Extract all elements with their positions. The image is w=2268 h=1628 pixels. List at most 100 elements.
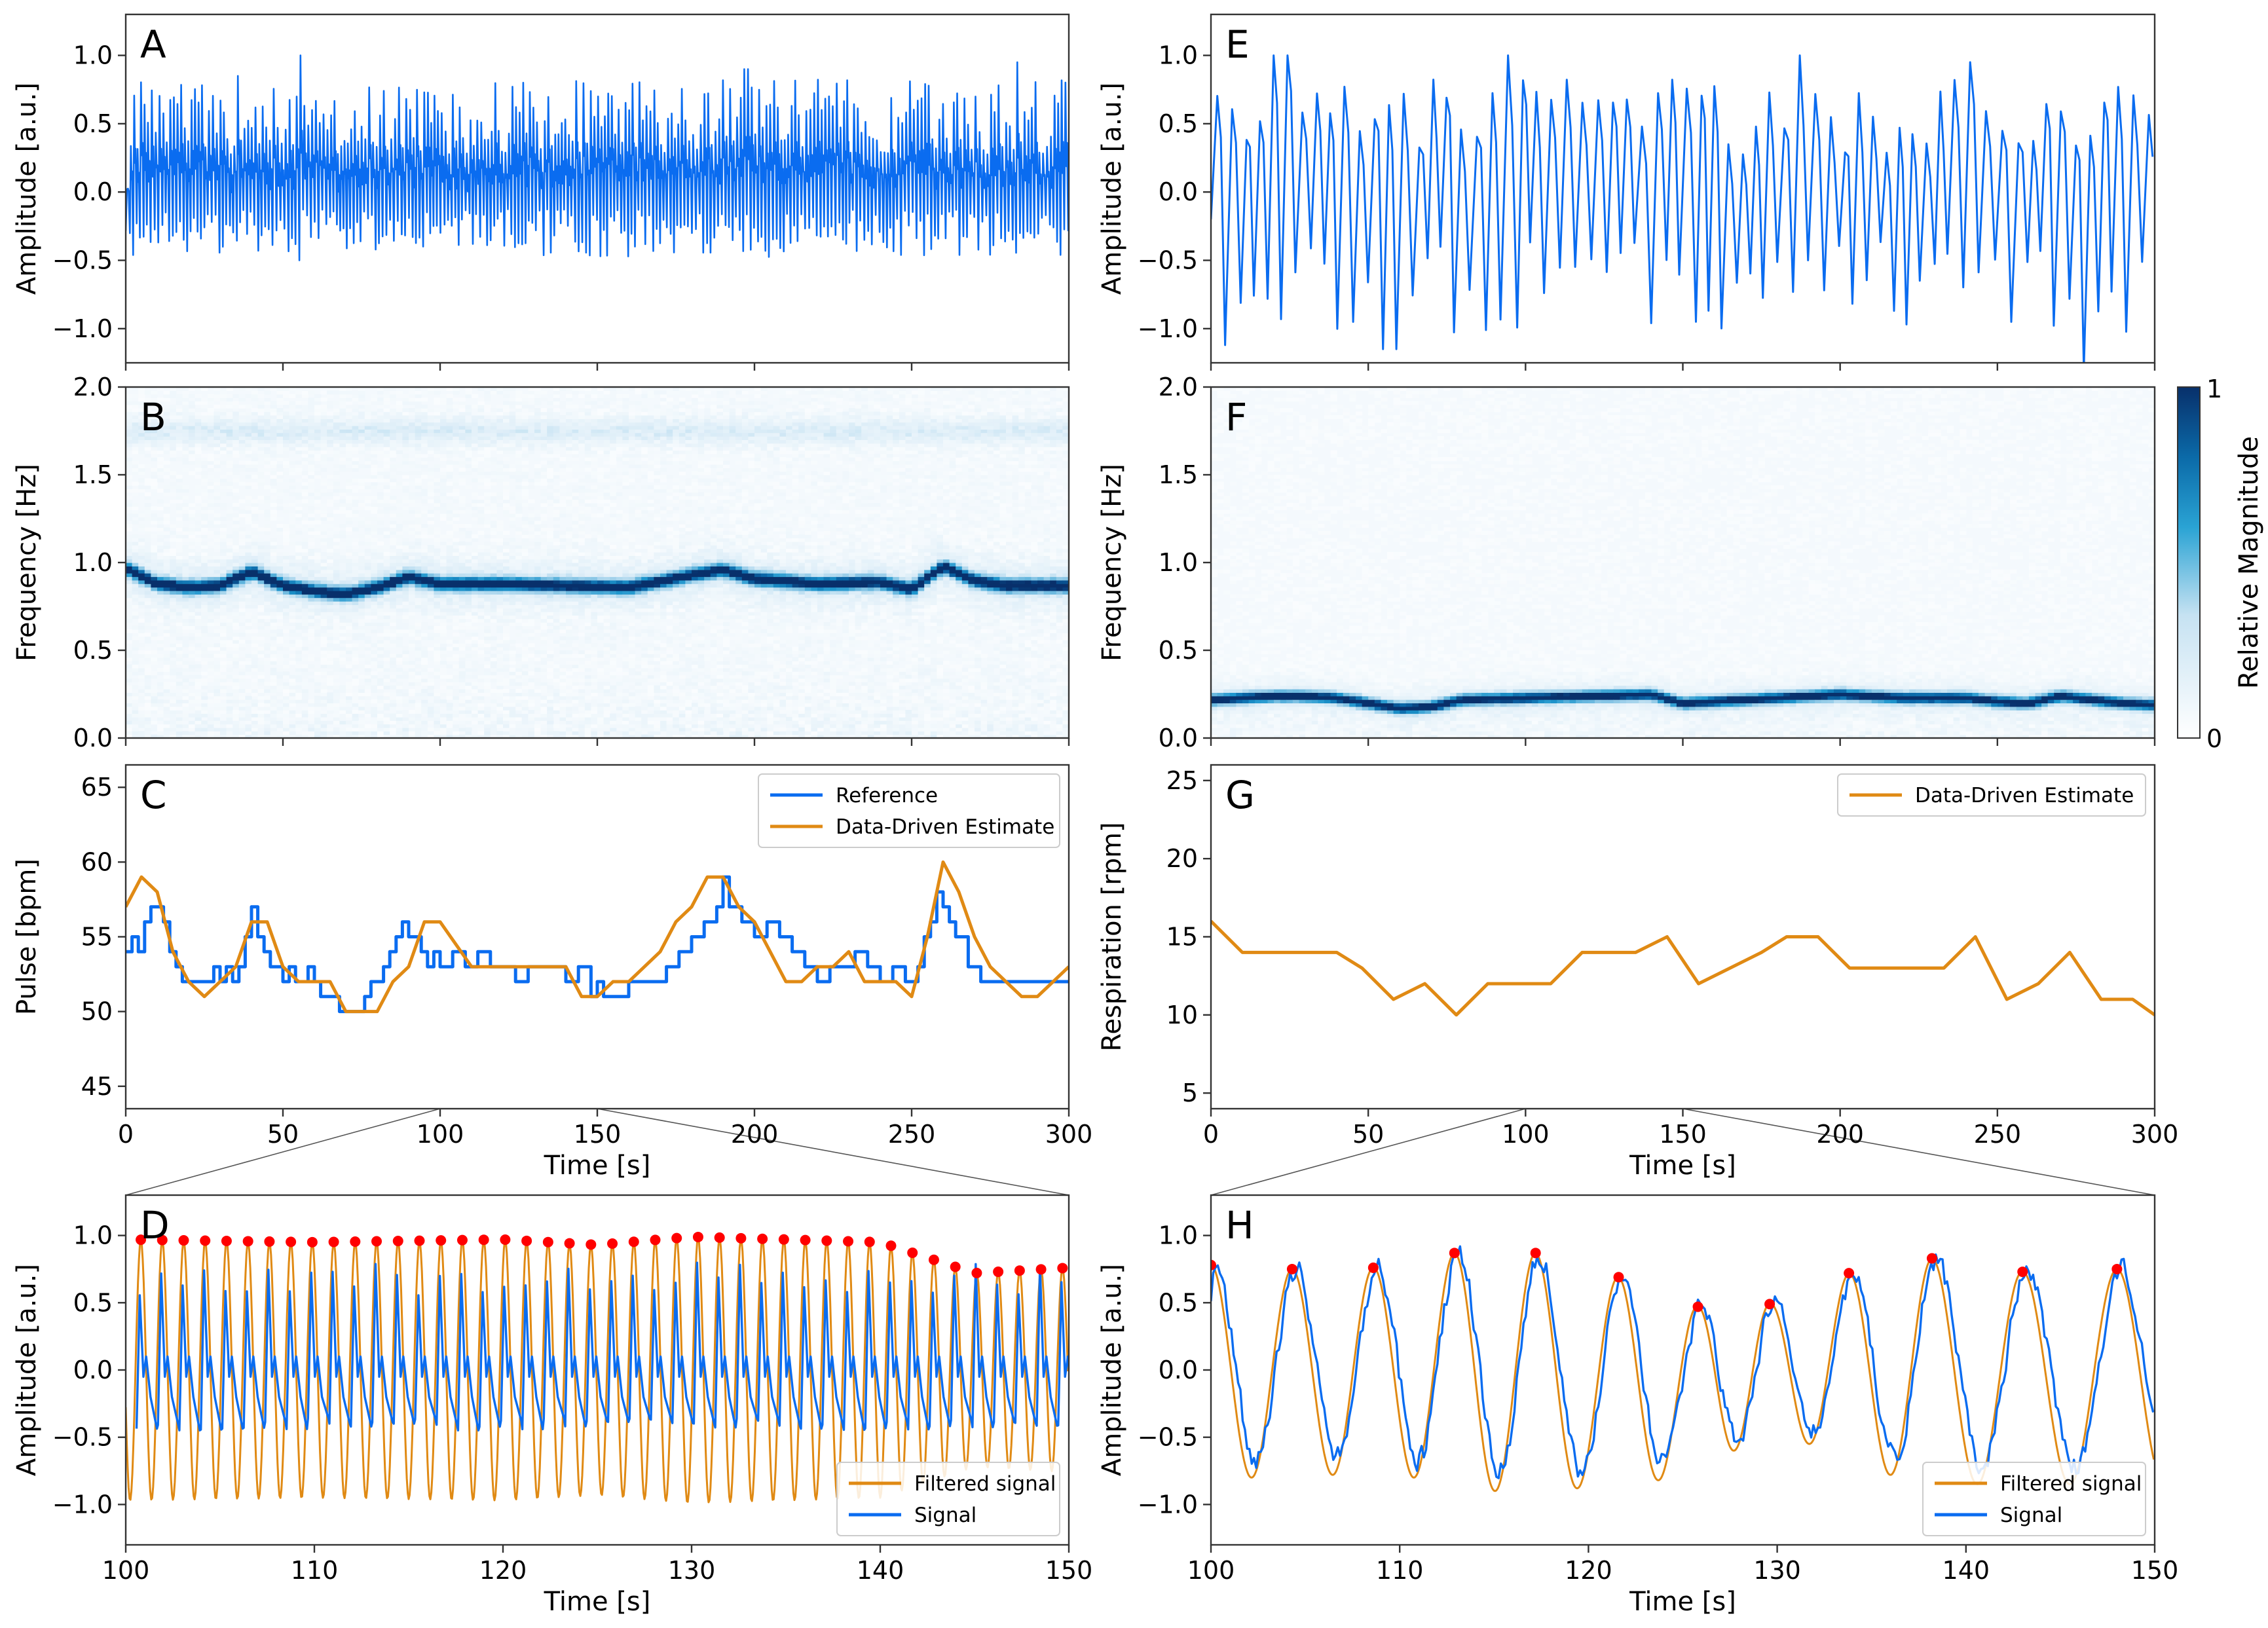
heatmap-cell bbox=[245, 404, 252, 409]
heatmap-cell bbox=[314, 713, 322, 718]
heatmap-cell bbox=[396, 485, 403, 490]
heatmap-cell bbox=[276, 401, 284, 405]
heatmap-cell bbox=[377, 496, 384, 500]
heatmap-cell bbox=[270, 654, 277, 658]
heatmap-cell bbox=[458, 657, 466, 661]
heatmap-cell bbox=[364, 499, 371, 504]
heatmap-cell bbox=[138, 633, 145, 637]
heatmap-cell bbox=[220, 530, 227, 535]
heatmap-cell bbox=[458, 622, 466, 627]
heatmap-cell bbox=[151, 563, 158, 566]
heatmap-cell bbox=[138, 580, 145, 584]
heatmap-cell bbox=[214, 485, 221, 490]
heatmap-cell bbox=[270, 489, 277, 493]
heatmap-cell bbox=[232, 453, 240, 458]
heatmap-cell bbox=[458, 594, 466, 599]
heatmap-cell bbox=[446, 439, 453, 444]
heatmap-cell bbox=[238, 415, 246, 419]
heatmap-cell bbox=[364, 587, 371, 591]
heatmap-cell bbox=[226, 475, 233, 479]
heatmap-cell bbox=[458, 664, 466, 669]
heatmap-cell bbox=[415, 594, 422, 599]
heatmap-cell bbox=[327, 636, 334, 640]
heatmap-cell bbox=[390, 496, 397, 500]
heatmap-cell bbox=[434, 506, 441, 511]
heatmap-cell bbox=[289, 731, 296, 735]
heatmap-cell bbox=[276, 622, 284, 627]
heatmap-cell bbox=[465, 608, 472, 612]
heatmap-cell bbox=[390, 475, 397, 479]
heatmap-cell bbox=[458, 506, 466, 511]
heatmap-cell bbox=[327, 439, 334, 444]
heatmap-cell bbox=[295, 506, 303, 511]
heatmap-cell bbox=[427, 671, 434, 676]
heatmap-cell bbox=[371, 720, 378, 725]
heatmap-cell bbox=[295, 499, 303, 504]
heatmap-cell bbox=[289, 432, 296, 437]
heatmap-cell bbox=[195, 418, 202, 423]
heatmap-cell bbox=[472, 594, 479, 599]
heatmap-cell bbox=[308, 594, 315, 599]
heatmap-cell bbox=[364, 664, 371, 669]
heatmap-cell bbox=[283, 401, 290, 405]
heatmap-cell bbox=[245, 601, 252, 605]
heatmap-cell bbox=[308, 678, 315, 682]
heatmap-cell bbox=[151, 594, 158, 599]
heatmap-cell bbox=[289, 622, 296, 627]
heatmap-cell bbox=[415, 464, 422, 468]
heatmap-cell bbox=[465, 580, 472, 584]
heatmap-cell bbox=[226, 471, 233, 475]
heatmap-cell bbox=[440, 468, 447, 472]
heatmap-cell bbox=[132, 460, 139, 465]
heatmap-cell bbox=[301, 734, 308, 738]
heatmap-cell bbox=[245, 408, 252, 413]
heatmap-cell bbox=[126, 443, 133, 447]
heatmap-cell bbox=[201, 481, 208, 486]
heatmap-cell bbox=[390, 734, 397, 738]
heatmap-cell bbox=[251, 618, 259, 623]
heatmap-cell bbox=[182, 559, 189, 563]
heatmap-cell bbox=[364, 576, 371, 581]
heatmap-cell bbox=[314, 685, 322, 690]
heatmap-cell bbox=[484, 583, 491, 588]
heatmap-cell bbox=[427, 710, 434, 714]
heatmap-cell bbox=[409, 524, 416, 528]
heatmap-cell bbox=[453, 426, 460, 430]
heatmap-cell bbox=[144, 478, 151, 483]
heatmap-cell bbox=[144, 594, 151, 599]
heatmap-cell bbox=[440, 573, 447, 578]
heatmap-cell bbox=[289, 534, 296, 539]
heatmap-cell bbox=[320, 398, 327, 402]
heatmap-cell bbox=[320, 706, 327, 711]
heatmap-cell bbox=[195, 601, 202, 605]
heatmap-cell bbox=[453, 415, 460, 419]
heatmap-cell bbox=[144, 436, 151, 440]
heatmap-cell bbox=[415, 443, 422, 447]
heatmap-cell bbox=[346, 551, 353, 556]
heatmap-cell bbox=[251, 422, 259, 426]
heatmap-cell bbox=[214, 664, 221, 669]
heatmap-cell bbox=[283, 534, 290, 539]
heatmap-cell bbox=[195, 612, 202, 616]
heatmap-cell bbox=[201, 580, 208, 584]
heatmap-cell bbox=[446, 492, 453, 496]
heatmap-cell bbox=[245, 387, 252, 391]
heatmap-cell bbox=[352, 527, 359, 532]
heatmap-cell bbox=[333, 436, 340, 440]
heatmap-cell bbox=[232, 685, 240, 690]
heatmap-cell bbox=[276, 594, 284, 599]
heatmap-cell bbox=[427, 471, 434, 475]
heatmap-cell bbox=[238, 727, 246, 731]
heatmap-cell bbox=[176, 541, 183, 546]
heatmap-cell bbox=[339, 432, 346, 437]
heatmap-cell bbox=[434, 555, 441, 560]
heatmap-cell bbox=[472, 439, 479, 444]
heatmap-cell bbox=[157, 580, 164, 584]
heatmap-cell bbox=[490, 432, 497, 437]
heatmap-cell bbox=[396, 643, 403, 648]
heatmap-cell bbox=[458, 559, 466, 563]
heatmap-cell bbox=[295, 664, 303, 669]
heatmap-cell bbox=[132, 538, 139, 542]
heatmap-cell bbox=[163, 390, 170, 395]
heatmap-cell bbox=[238, 398, 246, 402]
